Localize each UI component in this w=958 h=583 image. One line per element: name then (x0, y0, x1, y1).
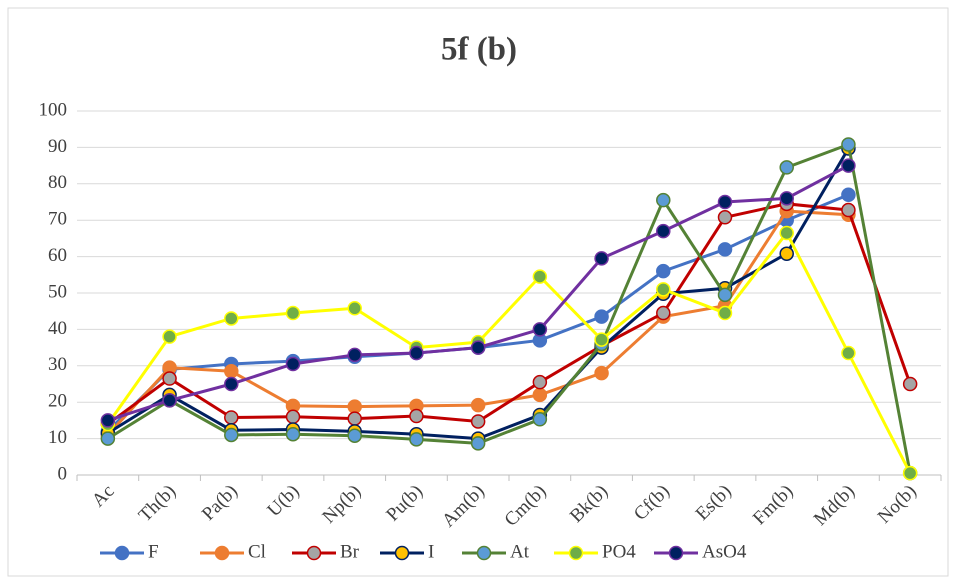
data-point (470, 436, 486, 451)
legend-marker (568, 545, 584, 561)
y-tick-label: 10 (48, 427, 67, 448)
legend-label: F (148, 541, 159, 562)
y-tick-label: 70 (48, 209, 67, 230)
y-tick-label: 20 (48, 391, 67, 412)
data-point (224, 364, 239, 379)
y-tick-label: 90 (48, 136, 67, 157)
data-point (532, 374, 548, 390)
legend-marker (114, 545, 130, 561)
legend-item: AsO4 (654, 541, 747, 562)
legend-marker (394, 545, 410, 561)
data-point (717, 287, 733, 303)
data-point (717, 305, 733, 321)
data-point (532, 387, 548, 403)
data-point (224, 376, 239, 392)
legend-label: Cl (248, 541, 266, 562)
data-point (285, 356, 301, 372)
data-point (224, 410, 239, 425)
data-point (717, 194, 733, 210)
data-point (656, 263, 671, 279)
data-point (594, 365, 609, 381)
data-point (470, 340, 486, 355)
data-point (841, 158, 856, 173)
data-point (594, 251, 609, 266)
y-tick-label: 60 (48, 245, 67, 266)
data-point (656, 305, 671, 321)
data-point (347, 428, 362, 443)
legend-label: At (510, 541, 530, 562)
data-point (717, 210, 733, 225)
data-point (347, 399, 362, 414)
data-point (162, 329, 177, 344)
legend-item: I (380, 541, 434, 562)
data-point (470, 414, 486, 429)
data-point (902, 376, 918, 392)
data-point (162, 393, 177, 408)
legend-label: Br (340, 541, 360, 562)
data-point (594, 332, 609, 347)
data-point (285, 426, 301, 442)
y-tick-label: 80 (48, 172, 67, 193)
data-point (779, 191, 794, 206)
data-point (347, 301, 362, 316)
legend-marker (668, 545, 684, 561)
legend-item: PO4 (554, 541, 636, 562)
data-point (532, 322, 548, 337)
data-point (285, 409, 301, 425)
series-line (106, 202, 912, 426)
legend-item: Br (292, 541, 360, 562)
legend-marker (306, 545, 322, 561)
data-point (409, 345, 424, 361)
data-point (779, 160, 794, 175)
data-point (656, 223, 671, 239)
data-point (409, 408, 424, 424)
data-point (347, 347, 362, 363)
data-point (841, 137, 856, 152)
data-point (100, 431, 116, 446)
data-point (100, 413, 116, 428)
series-line (107, 142, 912, 474)
data-point (224, 427, 239, 443)
data-point (409, 432, 424, 447)
legend-label: AsO4 (702, 541, 747, 562)
data-point (779, 225, 794, 241)
data-point (594, 309, 609, 324)
chart-border (7, 7, 949, 577)
series-line (106, 230, 912, 474)
data-point (285, 305, 301, 321)
legend-label: I (428, 541, 434, 562)
data-point (902, 465, 918, 481)
legend-marker (476, 545, 492, 561)
data-point (656, 192, 671, 208)
chart-title: 5f (b) (441, 32, 517, 68)
legend-label: PO4 (602, 541, 636, 562)
data-point (224, 311, 239, 326)
y-tick-label: 100 (39, 99, 68, 120)
data-point (841, 187, 856, 202)
data-point (656, 282, 671, 297)
y-tick-label: 0 (58, 463, 68, 484)
legend-marker (214, 545, 230, 561)
data-point (717, 242, 733, 257)
data-point (841, 345, 856, 361)
legend-item: At (462, 541, 530, 562)
legend-item: F (100, 541, 159, 562)
data-point (347, 411, 362, 426)
data-point (779, 246, 794, 261)
y-tick-label: 40 (48, 318, 67, 339)
data-point (470, 397, 486, 413)
data-point (532, 269, 548, 284)
y-tick-label: 50 (48, 281, 67, 302)
data-point (532, 412, 548, 427)
y-tick-label: 30 (48, 354, 67, 375)
data-point (162, 371, 177, 386)
data-point (841, 202, 856, 218)
legend-item: Cl (200, 541, 266, 562)
